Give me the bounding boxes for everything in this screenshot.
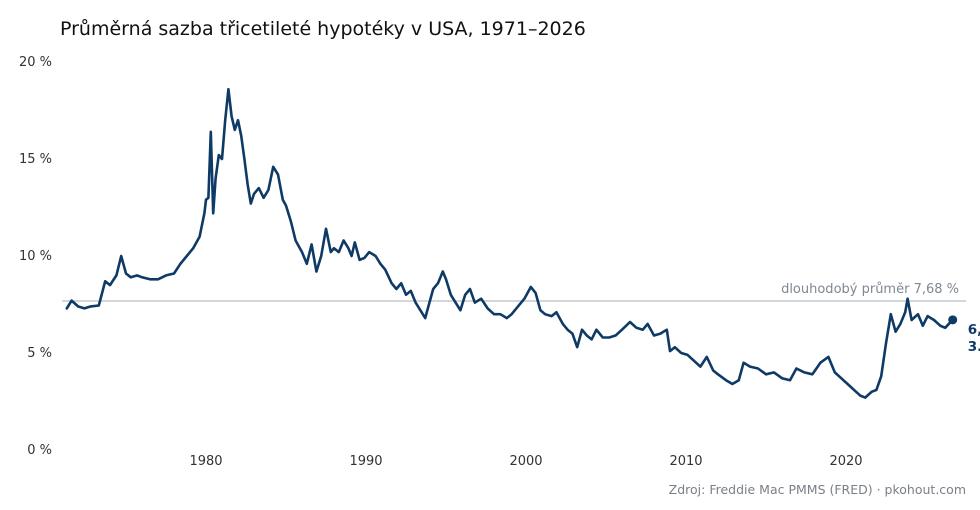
last-date-label: 3. 9. 2026 [968, 339, 980, 355]
y-tick-label: 15 % [19, 152, 52, 167]
y-tick-label: 10 % [19, 249, 52, 264]
y-tick-label: 20 % [19, 55, 52, 70]
average-reference-label: dlouhodobý průměr 7,68 % [781, 282, 959, 297]
x-axis: 1980 1990 2000 2010 2020 [189, 454, 862, 469]
x-tick-label: 1990 [349, 454, 382, 469]
y-tick-label: 0 % [27, 443, 52, 458]
last-value-label: 6,71 % [968, 322, 980, 338]
y-axis: 0 % 5 % 10 % 15 % 20 % [19, 55, 52, 458]
chart-title: Průměrná sazba třicetileté hypotéky v US… [60, 18, 586, 40]
x-tick-label: 1980 [189, 454, 222, 469]
x-tick-label: 2010 [669, 454, 702, 469]
x-tick-label: 2020 [829, 454, 862, 469]
x-tick-label: 2000 [509, 454, 542, 469]
source-note: Zdroj: Freddie Mac PMMS (FRED) · pkohout… [668, 482, 966, 497]
y-tick-label: 5 % [27, 346, 52, 361]
mortgage-rate-series-line [65, 87, 954, 399]
last-data-point [948, 315, 958, 325]
